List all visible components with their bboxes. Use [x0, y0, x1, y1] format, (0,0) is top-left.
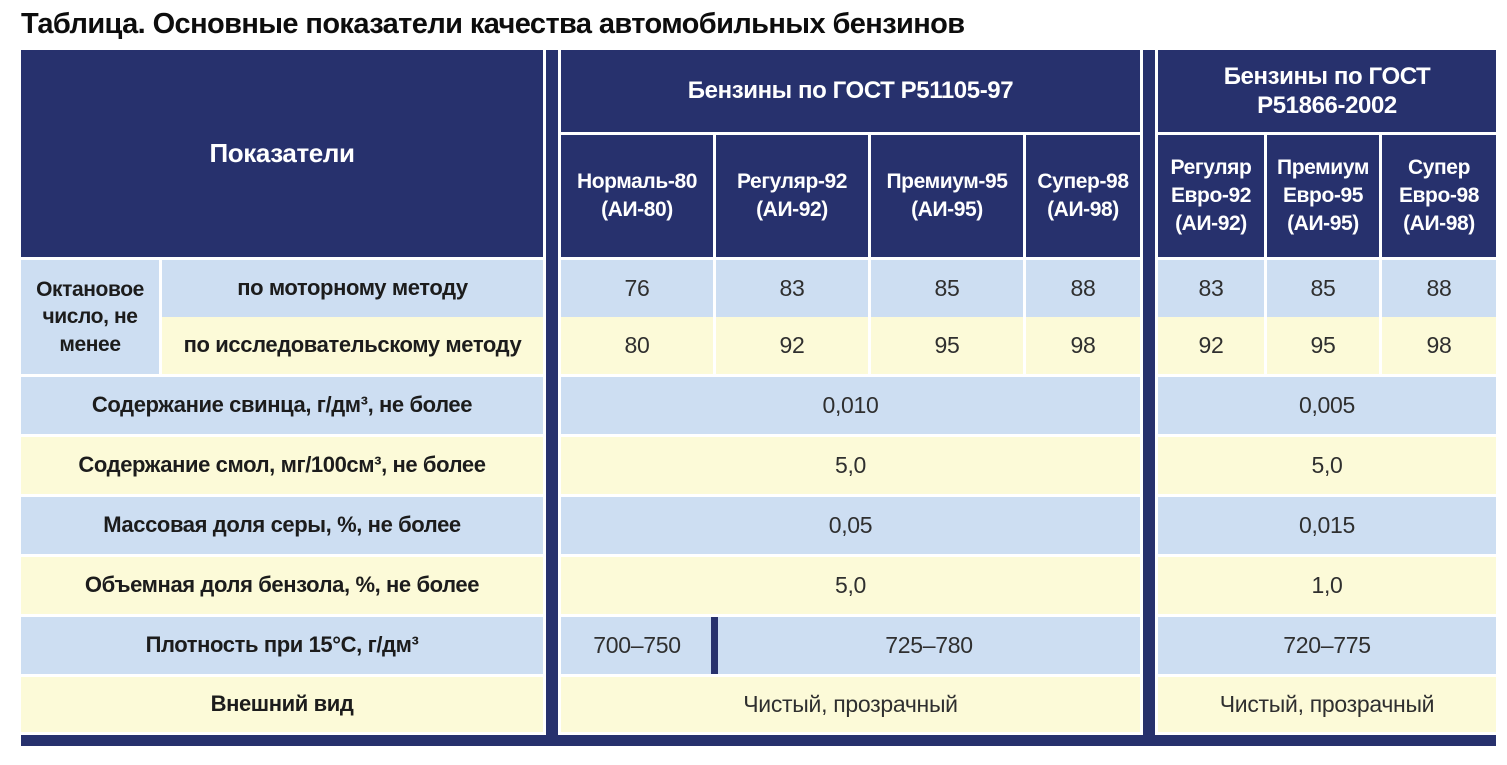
col-header-premium-euro-95-name: Премиум: [1277, 155, 1369, 179]
benzene-value-gost-r51866: 1,0: [1158, 557, 1496, 614]
indicators-header-cell: Показатели: [21, 50, 543, 257]
vertical-divider-left: [546, 50, 558, 746]
resins-value-gost-r51105: 5,0: [561, 437, 1140, 494]
octane-motor-premium-95: 85: [871, 260, 1023, 317]
octane-research-normal-80: 80: [561, 317, 713, 374]
octane-research-super-98: 98: [1026, 317, 1140, 374]
octane-research-premium-95: 95: [871, 317, 1023, 374]
appearance-row-label: Внешний вид: [21, 677, 543, 732]
resins-row-label: Содержание смол, мг/100см³, не более: [21, 437, 543, 494]
col-header-normal-80: Нормаль-80 (АИ-80): [561, 135, 713, 257]
octane-values-regular-92: 83 92: [716, 260, 868, 374]
col-header-normal-80-name: Нормаль-80: [576, 169, 698, 193]
col-header-premium-95-name: Премиум-95: [886, 169, 1008, 193]
col-header-premium-euro-95-grade: (АИ-95): [1287, 212, 1359, 236]
density-row-label: Плотность при 15°С, г/дм³: [21, 617, 543, 674]
col-header-premium-95: Премиум-95 (АИ-95): [871, 135, 1023, 257]
octane-values-premium-95: 85 95: [871, 260, 1023, 374]
col-header-premium-95-grade: (АИ-95): [911, 198, 983, 221]
col-header-super-euro-98-name: Супер: [1407, 155, 1471, 179]
octane-research-super-euro-98: 98: [1382, 317, 1496, 374]
lead-value-gost-r51866: 0,005: [1158, 377, 1496, 434]
octane-motor-regular-92: 83: [716, 260, 868, 317]
octane-motor-super-98: 88: [1026, 260, 1140, 317]
col-header-regular-92: Регуляр-92 (АИ-92): [716, 135, 868, 257]
col-header-super-98-name: Супер-98: [1037, 169, 1129, 193]
col-header-regular-euro-92-name: Регуляр: [1170, 155, 1252, 179]
col-header-super-euro-98-grade: (АИ-98): [1403, 212, 1475, 236]
octane-values-premium-euro-95: 85 95: [1267, 260, 1379, 374]
octane-row-label: Октановое число, не менее: [21, 260, 159, 374]
group-header-gost-r51866: Бензины по ГОСТ Р51866-2002: [1158, 50, 1496, 132]
col-header-regular-euro-92: Регуляр Евро-92 (АИ-92): [1158, 135, 1264, 257]
gasoline-quality-table: Показатели Бензины по ГОСТ Р51105-97 Бен…: [21, 50, 1496, 746]
sulfur-value-gost-r51866: 0,015: [1158, 497, 1496, 554]
octane-values-regular-euro-92: 83 92: [1158, 260, 1264, 374]
octane-values-normal-80: 76 80: [561, 260, 713, 374]
octane-values-super-98: 88 98: [1026, 260, 1140, 374]
col-header-regular-92-name: Регуляр-92: [736, 169, 848, 193]
col-header-regular-euro-92-grade: (АИ-92): [1175, 212, 1247, 236]
octane-research-regular-92: 92: [716, 317, 868, 374]
col-header-normal-80-grade: (АИ-80): [601, 198, 673, 221]
octane-motor-premium-euro-95: 85: [1267, 260, 1379, 317]
octane-method-labels: по моторному методу по исследовательском…: [162, 260, 543, 374]
col-header-regular-92-grade: (АИ-92): [756, 198, 828, 221]
lead-row-label: Содержание свинца, г/дм³, не более: [21, 377, 543, 434]
col-header-super-euro-98-euro: Евро-98: [1398, 183, 1480, 207]
benzene-value-gost-r51105: 5,0: [561, 557, 1140, 614]
appearance-value-gost-r51105: Чистый, прозрачный: [561, 677, 1140, 732]
motor-method-label: по моторному методу: [162, 260, 543, 317]
octane-research-premium-euro-95: 95: [1267, 317, 1379, 374]
page-title: Таблица. Основные показатели качества ав…: [21, 8, 965, 40]
col-header-regular-euro-92-euro: Евро-92: [1170, 183, 1252, 207]
octane-research-regular-euro-92: 92: [1158, 317, 1264, 374]
octane-values-super-euro-98: 88 98: [1382, 260, 1496, 374]
group-header-gost-r51105: Бензины по ГОСТ Р51105-97: [561, 50, 1140, 132]
group-header-gost-r51866-line2: Р51866-2002: [1257, 92, 1397, 119]
col-header-premium-euro-95-euro: Евро-95: [1282, 183, 1364, 207]
octane-motor-normal-80: 76: [561, 260, 713, 317]
sulfur-row-label: Массовая доля серы, %, не более: [21, 497, 543, 554]
density-value-gost-r51866: 720–775: [1158, 617, 1496, 674]
octane-motor-super-euro-98: 88: [1382, 260, 1496, 317]
col-header-super-98-grade: (АИ-98): [1047, 198, 1119, 221]
col-header-premium-euro-95: Премиум Евро-95 (АИ-95): [1267, 135, 1379, 257]
density-value-normal-80: 700–750: [561, 617, 713, 674]
lead-value-gost-r51105: 0,010: [561, 377, 1140, 434]
col-header-super-98: Супер-98 (АИ-98): [1026, 135, 1140, 257]
group-header-gost-r51866-line1: Бензины по ГОСТ: [1223, 62, 1431, 90]
density-value-regular-to-super: 725–780: [711, 617, 1140, 674]
sulfur-value-gost-r51105: 0,05: [561, 497, 1140, 554]
benzene-row-label: Объемная доля бензола, %, не более: [21, 557, 543, 614]
octane-motor-regular-euro-92: 83: [1158, 260, 1264, 317]
resins-value-gost-r51866: 5,0: [1158, 437, 1496, 494]
research-method-label: по исследовательскому методу: [162, 317, 543, 374]
appearance-value-gost-r51866: Чистый, прозрачный: [1158, 677, 1496, 732]
table-bottom-bar: [21, 735, 1496, 746]
vertical-divider-groups: [1143, 50, 1155, 746]
col-header-super-euro-98: Супер Евро-98 (АИ-98): [1382, 135, 1496, 257]
